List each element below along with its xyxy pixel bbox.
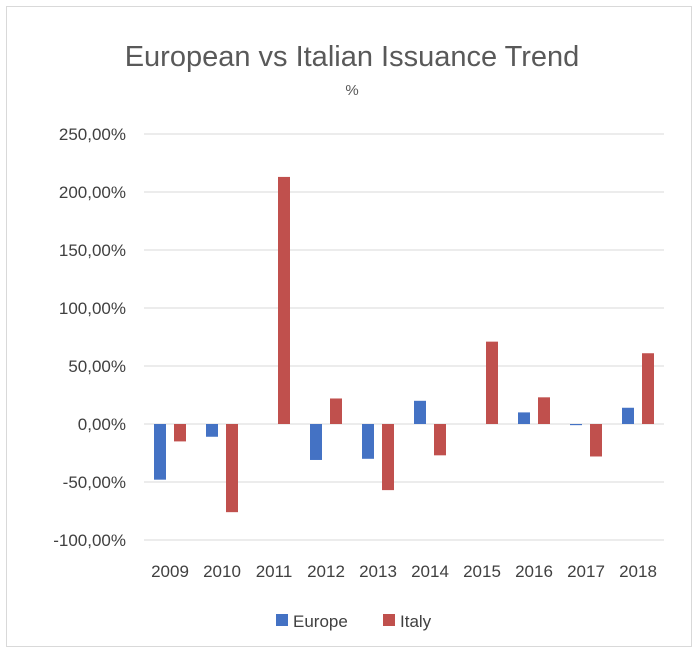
y-tick-label: 250,00%	[59, 125, 126, 144]
bar-europe-2017	[570, 424, 582, 426]
bar-italy-2012	[330, 398, 342, 424]
bar-europe-2012	[310, 424, 322, 460]
y-tick-label: -50,00%	[63, 473, 126, 492]
x-tick-label: 2018	[619, 562, 657, 581]
bar-italy-2011	[278, 176, 290, 424]
bar-italy-2017	[590, 424, 602, 457]
bar-italy-2018	[642, 353, 654, 424]
gridlines	[144, 133, 664, 541]
legend: Europe Italy	[276, 612, 432, 631]
bar-europe-2016	[518, 412, 530, 424]
bar-italy-2015	[486, 341, 498, 424]
bars	[154, 176, 654, 513]
x-axis-ticks: 2009 2010 2011 2012 2013 2014 2015 2016 2017 2018	[151, 562, 657, 581]
legend-label-italy: Italy	[400, 612, 432, 631]
bar-europe-2009	[154, 424, 166, 480]
x-tick-label: 2015	[463, 562, 501, 581]
x-tick-label: 2013	[359, 562, 397, 581]
x-tick-label: 2016	[515, 562, 553, 581]
bar-europe-2014	[414, 400, 426, 424]
bar-italy-2016	[538, 397, 550, 424]
y-tick-label: 200,00%	[59, 183, 126, 202]
chart-subtitle: %	[345, 82, 358, 99]
y-tick-label: 100,00%	[59, 299, 126, 318]
bar-europe-2013	[362, 424, 374, 459]
x-tick-label: 2014	[411, 562, 449, 581]
y-tick-label: 150,00%	[59, 241, 126, 260]
legend-swatch-europe	[276, 614, 288, 626]
y-axis-ticks: -100,00% -50,00% 0,00% 50,00% 100,00% 150,00%…	[53, 125, 126, 550]
bar-italy-2013	[382, 424, 394, 491]
bar-europe-2010	[206, 424, 218, 437]
bar-italy-2014	[434, 424, 446, 456]
y-tick-label: 50,00%	[68, 357, 126, 376]
x-tick-label: 2011	[256, 562, 293, 581]
bar-italy-2010	[226, 424, 238, 513]
legend-swatch-italy	[383, 614, 395, 626]
x-tick-label: 2010	[203, 562, 241, 581]
chart-title: European vs Italian Issuance Trend	[125, 41, 580, 73]
bar-italy-2009	[174, 424, 186, 442]
bar-europe-2018	[622, 407, 634, 424]
x-tick-label: 2017	[567, 562, 605, 581]
x-tick-label: 2012	[307, 562, 345, 581]
y-tick-label: 0,00%	[78, 415, 126, 434]
x-tick-label: 2009	[151, 562, 189, 581]
legend-label-europe: Europe	[293, 612, 348, 631]
y-tick-label: -100,00%	[53, 531, 126, 550]
